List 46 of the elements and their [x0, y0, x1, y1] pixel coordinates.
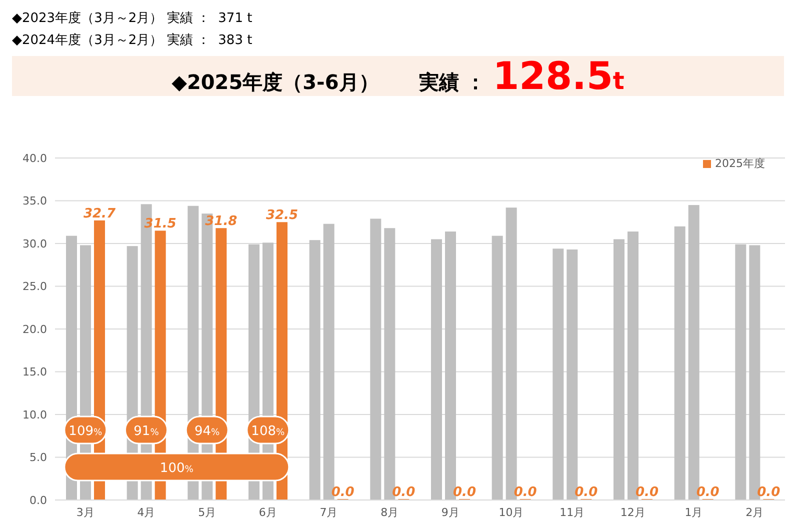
legend-label: 2025年度	[715, 157, 765, 170]
y-tick-label: 15.0	[22, 366, 47, 379]
x-tick-label: 11月	[560, 506, 585, 519]
data-label: 32.5	[266, 208, 298, 224]
y-tick-label: 35.0	[22, 194, 47, 208]
data-label: 0.0	[635, 485, 659, 500]
rounded-label: 100%	[64, 452, 290, 482]
x-tick-label: 3月	[76, 506, 94, 519]
x-tick-label: 4月	[137, 506, 156, 519]
x-tick-label: 7月	[320, 506, 338, 519]
data-label: 31.5	[144, 216, 176, 232]
rounded-label: 94%	[185, 416, 229, 444]
data-label: 32.7	[83, 206, 116, 222]
x-tick-label: 9月	[441, 506, 460, 519]
data-label: 31.8	[205, 214, 238, 230]
annotation: 94%	[194, 424, 220, 439]
data-label: 0.0	[392, 485, 416, 500]
x-tick-label: 5月	[198, 506, 216, 519]
data-label: 0.0	[696, 485, 720, 500]
chart-title: ◆2025年度（3-6月） 実績 ： 128.5t	[172, 54, 624, 98]
annotation: 100%	[160, 461, 194, 476]
x-tick-label: 6月	[258, 506, 277, 519]
x-tick-label: 10月	[498, 506, 524, 519]
y-tick-label: 30.0	[22, 237, 47, 250]
data-label: 0.0	[331, 485, 354, 500]
data-label: 0.0	[757, 485, 780, 500]
y-tick-label: 25.0	[22, 280, 47, 294]
y-tick-label: 5.0	[30, 451, 47, 464]
rounded-label: 109%	[64, 416, 108, 444]
x-tick-label: 8月	[380, 506, 399, 519]
rounded-label: 108%	[246, 416, 290, 444]
x-tick-label: 2月	[746, 506, 764, 519]
data-label: 0.0	[514, 485, 537, 500]
y-tick-label: 40.0	[22, 152, 47, 165]
x-tick-label: 1月	[684, 506, 703, 519]
annotation: 109%	[68, 424, 103, 439]
x-tick-label: 12月	[620, 506, 646, 519]
data-label: 0.0	[574, 485, 598, 500]
annotation: 91%	[134, 424, 160, 439]
chart-subtitle: ◆2023年度（3月～2月） 実績 ： 371 t ◆2024年度（3月～2月） 実績 ： 383 t	[12, 10, 252, 50]
annotation: 108%	[251, 424, 286, 439]
y-tick-label: 20.0	[22, 322, 47, 336]
rounded-label: 91%	[124, 416, 168, 444]
y-tick-label: 0.0	[30, 494, 47, 507]
y-tick-label: 10.0	[22, 408, 47, 422]
data-label: 0.0	[452, 485, 476, 500]
